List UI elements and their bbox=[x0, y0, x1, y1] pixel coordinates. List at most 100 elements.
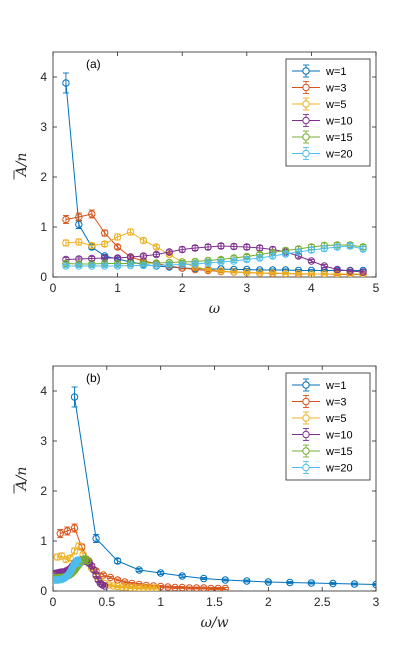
y-axis-label-text: A/n bbox=[14, 153, 30, 179]
data-point bbox=[113, 254, 122, 262]
legend-label: w=15 bbox=[325, 446, 353, 458]
data-point bbox=[320, 270, 329, 277]
data-point bbox=[139, 584, 148, 591]
y-tick-label: 3 bbox=[40, 120, 47, 134]
y-tick-label: 3 bbox=[40, 434, 47, 448]
data-point bbox=[221, 576, 229, 584]
legend-box bbox=[285, 372, 371, 481]
data-point bbox=[156, 569, 165, 577]
data-point bbox=[192, 584, 201, 591]
data-point bbox=[75, 542, 83, 550]
legend-label: w=20 bbox=[325, 463, 353, 475]
legend-marker bbox=[302, 100, 310, 108]
data-point bbox=[122, 583, 130, 591]
data-point bbox=[333, 243, 341, 251]
data-point bbox=[243, 577, 251, 585]
y-axis-label: A/n bbox=[13, 153, 30, 180]
data-point bbox=[372, 580, 376, 589]
data-point bbox=[307, 246, 316, 254]
data-point bbox=[204, 243, 212, 251]
data-point bbox=[88, 210, 96, 218]
legend-label: w=10 bbox=[325, 430, 353, 442]
series-line-w=5 bbox=[65, 231, 364, 275]
legend-item: w=10 bbox=[292, 114, 353, 128]
x-tick-label: 2.5 bbox=[314, 595, 331, 609]
x-axis-label: ω bbox=[209, 301, 221, 317]
data-point bbox=[88, 562, 96, 570]
data-point bbox=[144, 584, 152, 591]
data-point bbox=[83, 557, 92, 565]
data-point bbox=[113, 243, 122, 251]
y-tick-label: 2 bbox=[40, 484, 47, 498]
data-point bbox=[113, 582, 122, 591]
x-tick-label: 2 bbox=[179, 281, 186, 295]
legend-item: w=15 bbox=[292, 444, 353, 458]
data-point bbox=[243, 243, 251, 251]
panel-label: (b) bbox=[86, 371, 101, 385]
data-point bbox=[100, 254, 109, 262]
x-tick-label: 4 bbox=[308, 281, 315, 295]
legend-label: w=20 bbox=[325, 149, 353, 161]
series-group bbox=[62, 72, 367, 277]
y-tick-label: 0 bbox=[40, 270, 47, 284]
data-point bbox=[264, 578, 273, 586]
y-tick-label: 1 bbox=[40, 534, 47, 548]
data-point bbox=[217, 267, 225, 275]
data-point bbox=[70, 393, 79, 401]
data-point bbox=[268, 269, 277, 277]
data-point bbox=[106, 573, 115, 582]
data-point bbox=[191, 260, 199, 268]
data-point bbox=[164, 583, 172, 591]
data-point bbox=[256, 254, 264, 262]
legend-item: w=15 bbox=[292, 130, 353, 144]
x-axis-label: ω/w bbox=[200, 615, 228, 631]
data-point bbox=[243, 255, 251, 264]
data-point bbox=[148, 584, 156, 591]
x-tick-label: 2 bbox=[265, 595, 272, 609]
legend-label: w=3 bbox=[325, 397, 347, 409]
data-point bbox=[286, 578, 294, 587]
data-point bbox=[56, 529, 64, 538]
legend-item: w=3 bbox=[292, 395, 347, 409]
data-point bbox=[82, 555, 90, 563]
data-point bbox=[200, 574, 208, 583]
data-point bbox=[139, 236, 148, 245]
data-point bbox=[156, 582, 165, 591]
legend-label: w=1 bbox=[325, 380, 347, 392]
legend: w=1 w=3 w=5 w=10 w=15 w=20 bbox=[285, 58, 371, 167]
data-point bbox=[99, 571, 107, 579]
data-point bbox=[230, 242, 238, 251]
y-axis-label-text: A/n bbox=[14, 467, 30, 493]
data-point bbox=[346, 242, 354, 250]
data-point bbox=[191, 244, 199, 252]
data-point bbox=[207, 584, 215, 591]
data-point bbox=[92, 534, 100, 543]
legend-label: w=1 bbox=[325, 66, 347, 78]
data-point bbox=[152, 243, 161, 251]
data-point bbox=[320, 244, 329, 253]
legend-label: w=5 bbox=[325, 99, 347, 111]
data-point bbox=[178, 572, 186, 580]
chart-panel-b: 0 0.5 1 1.5 2 2.5 3 0 1 2 3 4 ω/w A/n (b) w=1 w=3 w=5 w=10… bbox=[13, 365, 380, 631]
y-tick-label: 4 bbox=[40, 384, 47, 398]
legend-label: w=15 bbox=[325, 132, 353, 144]
data-point bbox=[75, 559, 83, 567]
data-point bbox=[131, 583, 139, 591]
data-point bbox=[126, 261, 135, 270]
data-point bbox=[152, 250, 161, 259]
data-point bbox=[243, 268, 251, 277]
legend: w=1 w=3 w=5 w=10 w=15 w=20 bbox=[285, 372, 371, 481]
x-tick-label: 1 bbox=[157, 595, 164, 609]
data-point bbox=[350, 580, 359, 588]
legend-item: w=10 bbox=[292, 428, 353, 442]
data-point bbox=[135, 584, 143, 591]
x-tick-label: 0 bbox=[50, 595, 57, 609]
x-tick-label: 1.5 bbox=[206, 595, 223, 609]
legend-marker bbox=[302, 397, 310, 406]
legend-label: w=3 bbox=[325, 83, 347, 95]
series-group bbox=[53, 386, 376, 591]
data-point bbox=[178, 260, 186, 269]
y-tick-label: 1 bbox=[40, 220, 47, 234]
series-line-w=20 bbox=[65, 245, 364, 267]
data-point bbox=[109, 582, 117, 590]
